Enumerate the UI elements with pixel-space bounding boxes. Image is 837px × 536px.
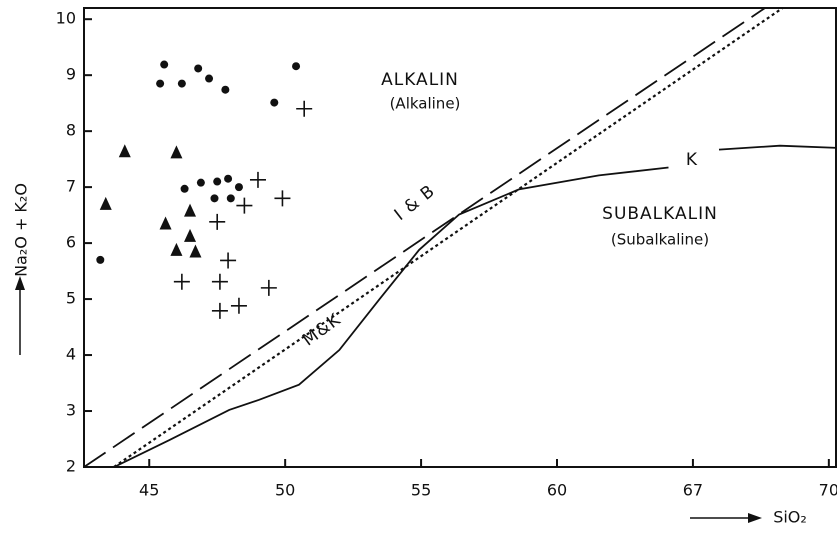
annotation: I & B [391, 181, 439, 225]
x-tick-label: 67 [683, 481, 703, 500]
y-tick-label: 6 [66, 233, 76, 252]
circle-point [196, 178, 205, 187]
annotation: K [686, 150, 698, 170]
x-tick-label: 50 [275, 481, 295, 500]
x-tick-label: 60 [547, 481, 567, 500]
annotation: SUBALKALIN [602, 204, 718, 224]
triangle-point [118, 144, 131, 158]
plus-point [236, 197, 253, 214]
plus-point [173, 273, 190, 290]
y-arrow-head [15, 276, 25, 290]
triangle-point [159, 216, 172, 230]
circle-point [205, 74, 214, 83]
circle-point [210, 194, 219, 203]
triangle-point [189, 244, 202, 258]
y-tick-label: 4 [66, 345, 76, 364]
y-tick-label: 3 [66, 401, 76, 420]
circle-point [292, 62, 301, 71]
x-tick-label: 45 [139, 481, 159, 500]
triangle-point [170, 145, 183, 159]
y-tick-label: 10 [56, 9, 76, 28]
x-axis-label: SiO₂ [773, 508, 807, 527]
triangle-point [170, 242, 183, 256]
circle-point [221, 85, 230, 94]
plus-point [274, 190, 291, 207]
circle-point [226, 194, 235, 203]
triangle-point [99, 196, 112, 210]
y-tick-label: 5 [66, 289, 76, 308]
circle-point [177, 79, 186, 88]
x-tick-label: 55 [411, 481, 431, 500]
plus-point [260, 279, 277, 296]
plus-point [211, 302, 228, 319]
plus-point [220, 252, 237, 269]
y-tick-label: 7 [66, 177, 76, 196]
annotation: (Alkaline) [390, 95, 461, 113]
plus-point [209, 213, 226, 230]
circle-point [180, 184, 189, 193]
x-tick-label: 70 [819, 481, 837, 500]
y-axis-label: Na₂O + K₂O [12, 183, 31, 277]
annotation: (Subalkaline) [611, 231, 709, 249]
plot-frame [83, 7, 837, 468]
circle-point [224, 174, 233, 183]
circle-point [160, 60, 169, 69]
annotation: M&K [299, 310, 345, 351]
triangle-point [184, 203, 197, 217]
plus-point [249, 171, 266, 188]
y-tick-label: 2 [66, 457, 76, 476]
plus-point [211, 273, 228, 290]
annotation: ALKALIN [381, 70, 459, 90]
circle-point [156, 79, 165, 88]
y-tick-label: 8 [66, 121, 76, 140]
boundary-line [83, 7, 766, 468]
y-tick-label: 9 [66, 65, 76, 84]
circle-point [96, 255, 105, 264]
circle-point [194, 64, 203, 73]
circle-point [213, 177, 222, 186]
circle-point [270, 98, 279, 107]
x-arrow-head [748, 513, 762, 523]
boundary-line [113, 144, 837, 468]
plus-point [230, 297, 247, 314]
triangle-point [184, 228, 197, 242]
circle-point [234, 183, 243, 192]
plus-point [296, 100, 313, 117]
